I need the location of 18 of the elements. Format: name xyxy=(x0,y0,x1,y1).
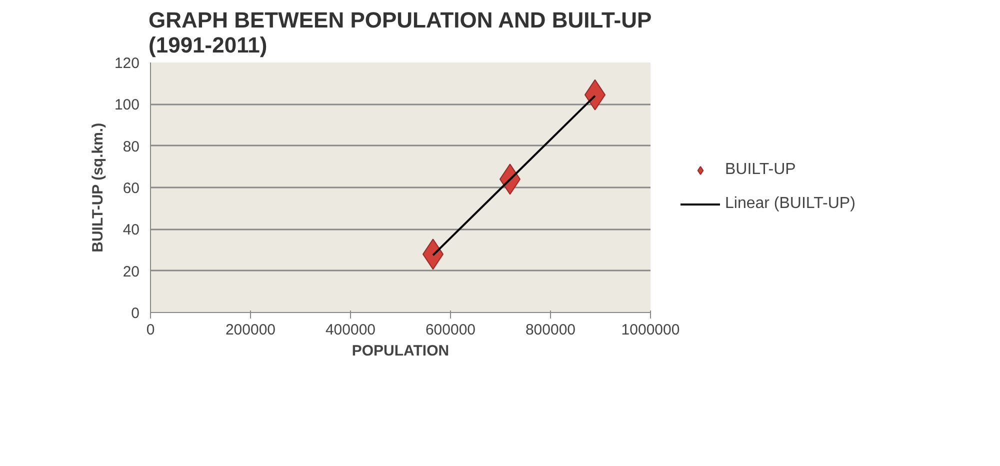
y-axis-title: BUILT-UP (sq.km.) xyxy=(89,122,106,252)
chart-title: GRAPH BETWEEN POPULATION AND BUILT-UP (1991-2011) xyxy=(148,8,652,58)
y-tick-label: 60 xyxy=(122,180,140,197)
x-tick-label: 800000 xyxy=(525,322,576,338)
y-tick-label: 0 xyxy=(131,305,140,322)
legend-label: BUILT-UP xyxy=(725,161,796,179)
legend-label: Linear (BUILT-UP) xyxy=(725,195,856,213)
y-tick-label: 120 xyxy=(114,55,140,72)
y-tick-label: 80 xyxy=(122,138,140,156)
x-tick-label: 200000 xyxy=(225,322,276,338)
x-tick-label: 400000 xyxy=(325,322,376,338)
y-tick-label: 40 xyxy=(122,222,140,239)
x-tick-label: 1000000 xyxy=(621,322,680,338)
y-tick-label: 20 xyxy=(122,263,140,280)
x-axis-title: POPULATION xyxy=(352,342,450,360)
y-tick-label: 100 xyxy=(114,96,140,114)
x-tick-label: 600000 xyxy=(425,322,476,338)
x-tick-label: 0 xyxy=(146,322,155,338)
